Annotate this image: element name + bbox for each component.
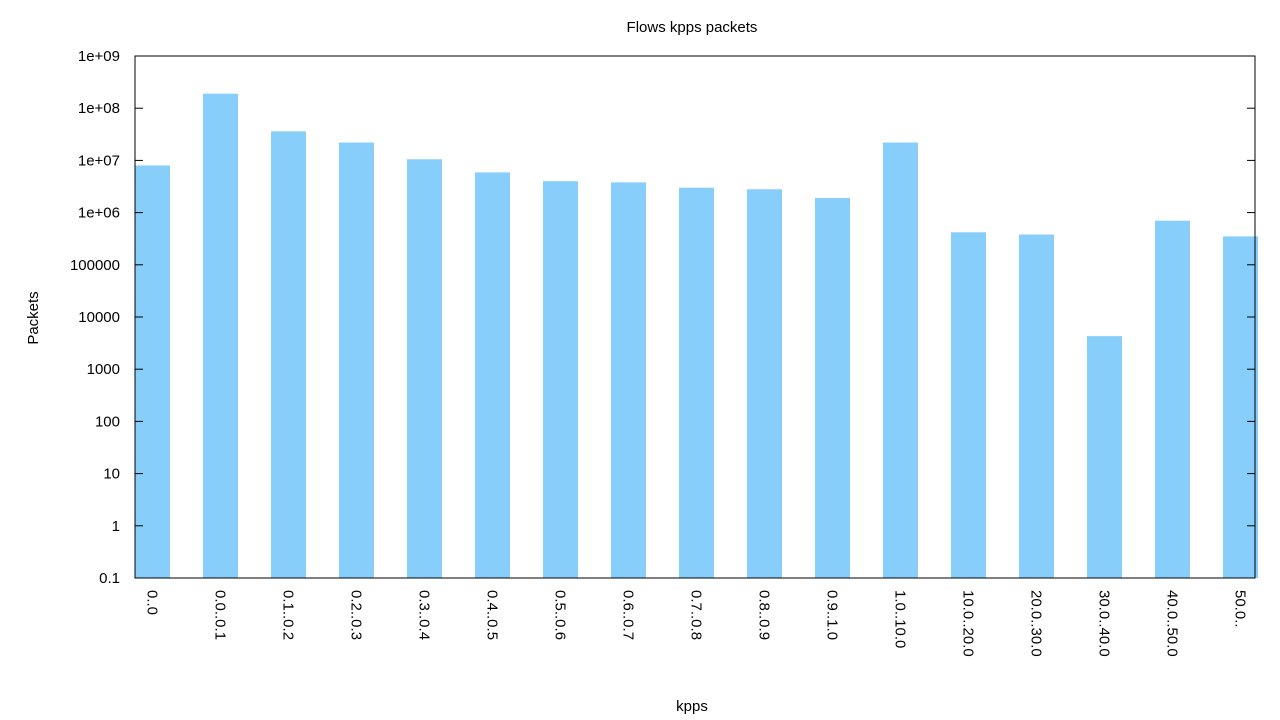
bar xyxy=(951,232,986,578)
y-tick-label: 0.1 xyxy=(99,570,120,587)
x-tick-label: 1.0..10.0 xyxy=(892,590,909,648)
bar xyxy=(203,93,238,579)
x-tick-label: 0..0 xyxy=(144,590,161,615)
y-tick-label: 1e+08 xyxy=(78,100,120,117)
x-tick-label: 0.1..0.2 xyxy=(280,590,297,640)
plot-frame xyxy=(134,55,1256,579)
y-tick-label: 1e+06 xyxy=(78,205,120,222)
bar xyxy=(679,187,714,578)
bar xyxy=(475,172,510,579)
bar xyxy=(1155,220,1190,578)
y-tick-label: 100000 xyxy=(70,257,120,274)
x-tick-label: 0.0..0.1 xyxy=(212,590,229,640)
bar xyxy=(1223,236,1258,578)
bar xyxy=(135,165,170,578)
x-tick-label: 0.6..0.7 xyxy=(620,590,637,640)
x-tick-label: 10.0..20.0 xyxy=(960,590,977,657)
bar xyxy=(339,142,374,578)
x-tick-label: 30.0..40.0 xyxy=(1096,590,1113,657)
y-tick-label: 1e+07 xyxy=(78,152,120,169)
y-tick-label: 1000 xyxy=(87,361,120,378)
y-axis-ticks: 0.1 1 10 100 1000 10000 100000 1e+06 1e+07 1e+08 1… xyxy=(70,48,1255,587)
x-tick-label: 0.8..0.9 xyxy=(756,590,773,640)
bar xyxy=(1019,234,1054,579)
y-tick-label: 1 xyxy=(112,518,120,535)
y-tick-label: 10000 xyxy=(78,309,120,326)
x-tick-label: 40.0..50.0 xyxy=(1164,590,1181,657)
x-axis-label: kpps xyxy=(676,698,708,715)
bar xyxy=(815,198,850,578)
x-tick-label: 20.0..30.0 xyxy=(1028,590,1045,657)
bar xyxy=(407,159,442,578)
bar xyxy=(271,131,306,578)
x-tick-label: 0.3..0.4 xyxy=(416,590,433,640)
y-tick-label: 10 xyxy=(103,466,120,483)
x-tick-label: 0.5..0.6 xyxy=(552,590,569,640)
x-tick-label: 0.7..0.8 xyxy=(688,590,705,640)
x-tick-label: 50.0.. xyxy=(1232,590,1249,628)
bar xyxy=(543,181,578,578)
bar xyxy=(611,182,646,578)
x-tick-label: 0.2..0.3 xyxy=(348,590,365,640)
x-axis-ticks: 0..0 0.0..0.1 0.1..0.2 0.2..0.3 0.3..0.4 0.4.… xyxy=(144,590,1249,657)
x-tick-label: 0.4..0.5 xyxy=(484,590,501,640)
x-tick-label: 0.9..1.0 xyxy=(824,590,841,640)
y-tick-label: 100 xyxy=(95,413,120,430)
bar xyxy=(747,189,782,578)
bars-group xyxy=(135,93,1258,579)
y-tick-label: 1e+09 xyxy=(78,48,120,65)
bar xyxy=(1087,336,1122,578)
chart-title: Flows kpps packets xyxy=(627,19,758,36)
bar xyxy=(883,142,918,578)
y-axis-label: Packets xyxy=(25,291,42,344)
